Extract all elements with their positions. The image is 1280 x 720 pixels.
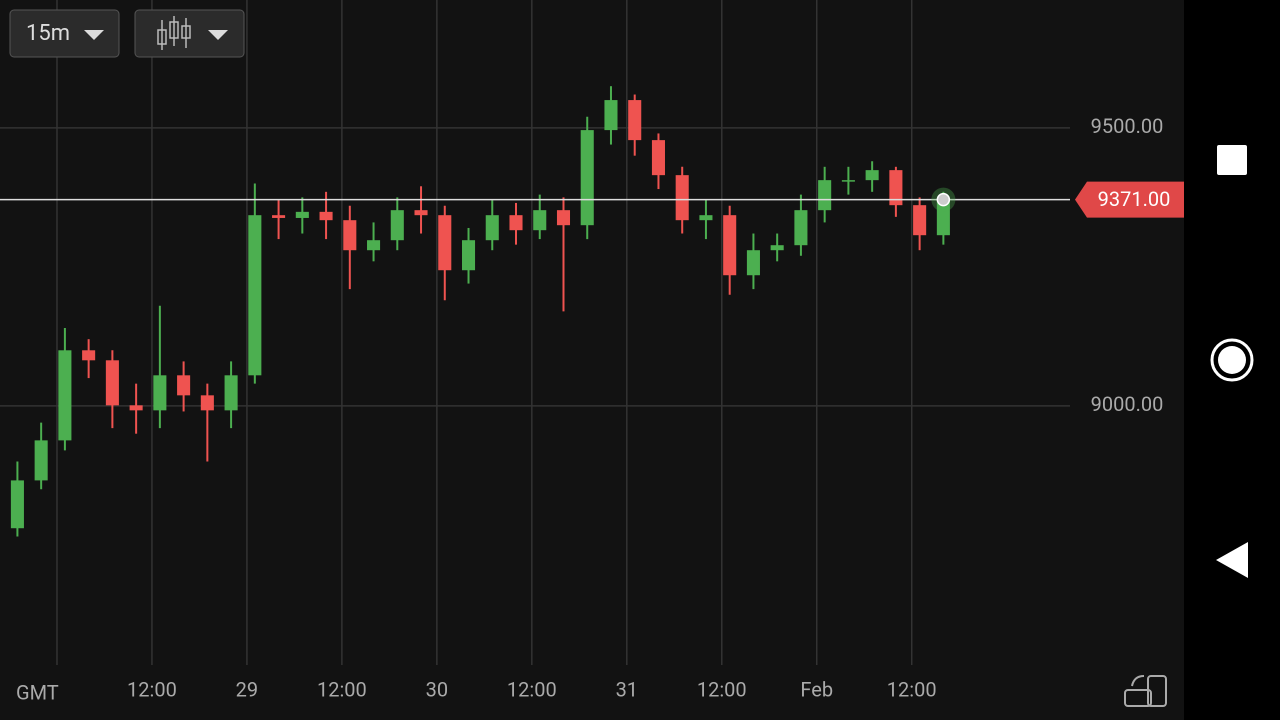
candle-body [818, 180, 832, 211]
candle-body [319, 211, 333, 221]
candle-body [509, 215, 523, 231]
home-button[interactable] [1210, 338, 1254, 382]
candle-body [272, 215, 286, 218]
candle-body [841, 180, 855, 182]
x-tick-label: 12:00 [697, 677, 747, 701]
candle-body [105, 360, 119, 406]
timezone-label: GMT [16, 680, 59, 704]
candle-body [746, 250, 760, 276]
candle-icon [157, 16, 191, 50]
interval-button-box[interactable] [9, 9, 120, 58]
candle-body [794, 210, 808, 246]
candle-body [414, 210, 428, 216]
x-tick-label: 30 [426, 677, 448, 701]
candle-body [295, 211, 309, 218]
candle-body [533, 210, 547, 231]
candle-body [367, 240, 381, 251]
x-tick-label: 12:00 [507, 677, 557, 701]
x-tick-label: Feb [800, 677, 833, 701]
home-button-dot [1218, 346, 1246, 374]
candle-body [58, 350, 72, 441]
candle-body [200, 395, 214, 411]
recents-button[interactable] [1217, 145, 1247, 175]
candle-body [82, 350, 96, 361]
candle-body [865, 170, 879, 181]
chart-background [0, 0, 1184, 720]
back-button[interactable] [1216, 542, 1248, 578]
y-tick-label: 9500.00 [1091, 114, 1164, 138]
candle-body [889, 170, 903, 206]
candle-body [390, 210, 404, 241]
candle-body [129, 405, 143, 411]
candle-body [628, 100, 642, 141]
candle-body [556, 210, 571, 226]
rotate-icon[interactable] [1124, 675, 1167, 707]
interval-button[interactable]: 15m [9, 9, 120, 58]
chart-type-button[interactable] [134, 9, 245, 58]
candle-body [604, 100, 618, 131]
candle-body [723, 215, 737, 276]
candle-body [913, 205, 927, 236]
candle-body [936, 199, 950, 236]
candle-body [485, 215, 499, 241]
dropdown-arrow [208, 30, 228, 40]
dropdown-arrow [84, 30, 104, 40]
plot: 12:00 29 12:00 30 12:00 31 12:00 Feb 12:00 9000.0… [0, 0, 1184, 704]
x-tick-label: 29 [236, 677, 258, 701]
candle-body [699, 215, 713, 221]
x-tick-label: 12:00 [127, 677, 177, 701]
candle-body [34, 440, 48, 481]
candle-body [580, 130, 594, 226]
candle-body [770, 245, 784, 251]
candle-body [177, 375, 191, 396]
candle-body [438, 215, 452, 271]
x-tick-label: 31 [616, 677, 638, 701]
candle-body [153, 375, 167, 411]
candle-body [651, 140, 665, 176]
y-tick-label: 9000.00 [1091, 392, 1164, 416]
candle-body [461, 240, 476, 271]
x-tick-label: 12:00 [887, 677, 937, 701]
candle-body [675, 175, 689, 221]
x-tick-label: 12:00 [317, 677, 367, 701]
candle-body [10, 480, 24, 529]
interval-label[interactable]: 15m [26, 21, 70, 46]
current-price-dot [936, 192, 951, 207]
current-price-tag [1075, 181, 1184, 218]
candle-body [224, 375, 238, 411]
candle-body [343, 220, 357, 251]
candle-body [248, 215, 262, 376]
current-price-label: 9371.00 [1098, 187, 1171, 211]
